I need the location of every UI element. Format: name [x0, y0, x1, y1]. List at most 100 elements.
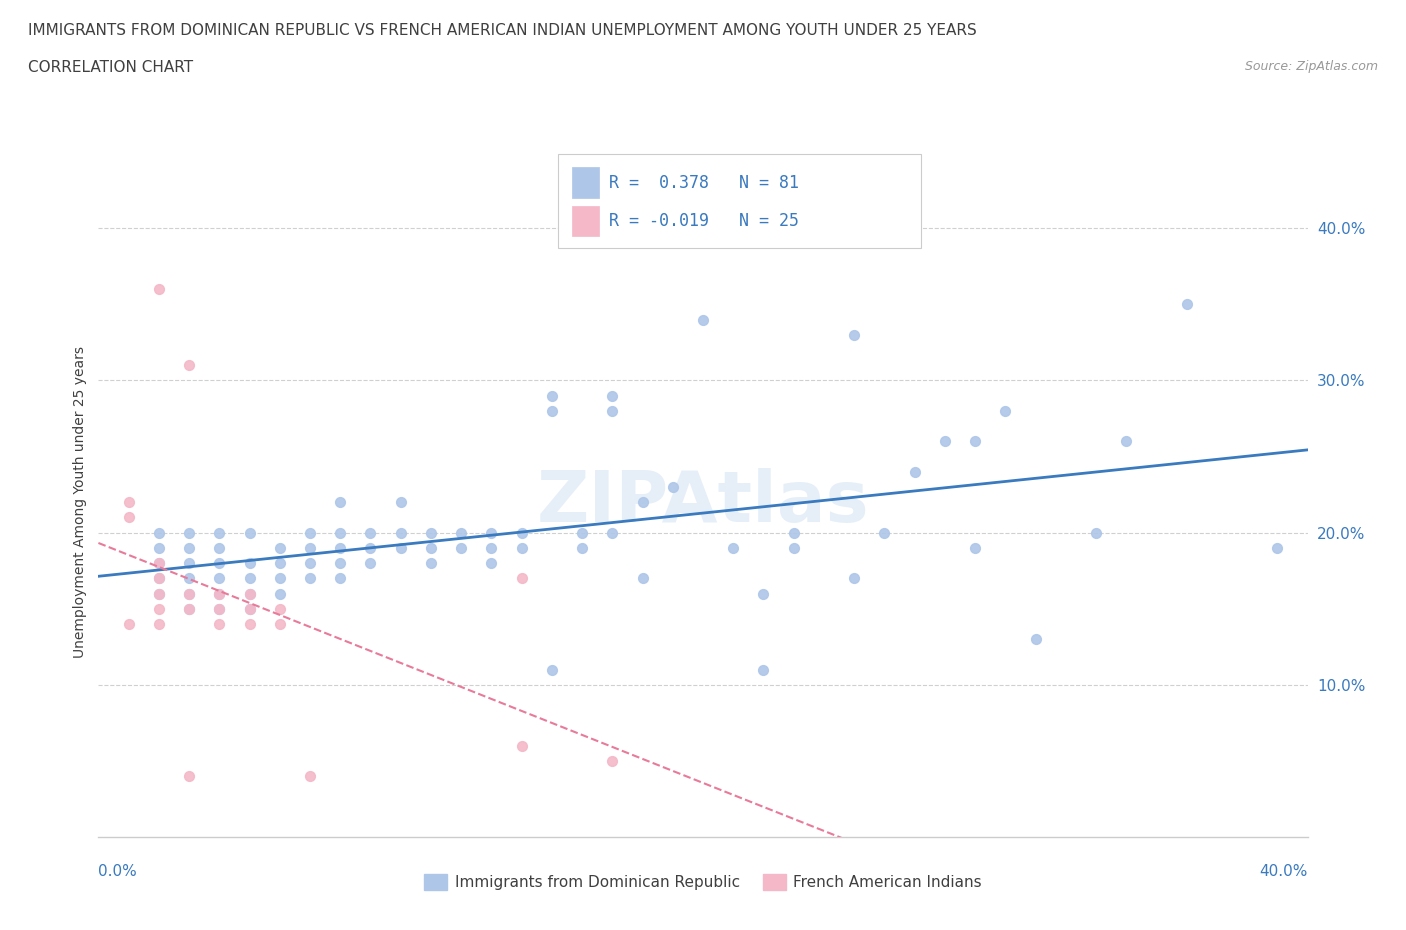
- Point: [481, 525, 503, 540]
- FancyBboxPatch shape: [558, 154, 921, 247]
- Point: [360, 555, 382, 570]
- Point: [540, 388, 562, 403]
- Point: [148, 586, 170, 601]
- Point: [481, 540, 503, 555]
- Point: [510, 571, 533, 586]
- Point: [904, 464, 927, 479]
- Point: [420, 540, 443, 555]
- Point: [631, 571, 654, 586]
- Point: [450, 540, 472, 555]
- Text: 0.0%: 0.0%: [98, 864, 138, 879]
- Point: [1267, 540, 1289, 555]
- Text: R = -0.019   N = 25: R = -0.019 N = 25: [609, 212, 799, 230]
- Point: [269, 540, 291, 555]
- Point: [148, 571, 170, 586]
- Point: [510, 525, 533, 540]
- Point: [148, 540, 170, 555]
- Point: [208, 525, 231, 540]
- FancyBboxPatch shape: [572, 206, 599, 235]
- Text: ZIPAtlas: ZIPAtlas: [537, 468, 869, 537]
- Point: [208, 586, 231, 601]
- Point: [299, 555, 322, 570]
- Point: [450, 525, 472, 540]
- Text: Source: ZipAtlas.com: Source: ZipAtlas.com: [1244, 60, 1378, 73]
- Point: [179, 602, 201, 617]
- Point: [360, 540, 382, 555]
- Point: [179, 525, 201, 540]
- Point: [389, 540, 412, 555]
- Point: [329, 495, 352, 510]
- Point: [148, 525, 170, 540]
- Point: [783, 525, 806, 540]
- Point: [329, 540, 352, 555]
- Point: [571, 525, 593, 540]
- Point: [329, 555, 352, 570]
- Point: [965, 434, 987, 449]
- Point: [299, 769, 322, 784]
- Point: [510, 738, 533, 753]
- Point: [208, 617, 231, 631]
- Point: [179, 586, 201, 601]
- Point: [269, 617, 291, 631]
- Point: [752, 662, 775, 677]
- Point: [299, 540, 322, 555]
- Point: [239, 525, 262, 540]
- Point: [1085, 525, 1108, 540]
- Point: [631, 495, 654, 510]
- Point: [661, 480, 683, 495]
- Point: [239, 617, 262, 631]
- Point: [239, 602, 262, 617]
- Point: [148, 617, 170, 631]
- Point: [239, 586, 262, 601]
- Point: [208, 540, 231, 555]
- Point: [299, 571, 322, 586]
- Point: [269, 602, 291, 617]
- Point: [148, 282, 170, 297]
- Point: [269, 586, 291, 601]
- Point: [208, 602, 231, 617]
- Text: IMMIGRANTS FROM DOMINICAN REPUBLIC VS FRENCH AMERICAN INDIAN UNEMPLOYMENT AMONG : IMMIGRANTS FROM DOMINICAN REPUBLIC VS FR…: [28, 23, 977, 38]
- Point: [148, 571, 170, 586]
- Point: [844, 571, 866, 586]
- Point: [208, 571, 231, 586]
- Text: CORRELATION CHART: CORRELATION CHART: [28, 60, 193, 75]
- Point: [389, 495, 412, 510]
- Point: [208, 555, 231, 570]
- Point: [269, 571, 291, 586]
- Point: [692, 312, 714, 327]
- Point: [540, 404, 562, 418]
- Point: [208, 602, 231, 617]
- Point: [752, 586, 775, 601]
- Point: [360, 525, 382, 540]
- Point: [420, 525, 443, 540]
- Point: [510, 540, 533, 555]
- Point: [239, 571, 262, 586]
- Point: [994, 404, 1017, 418]
- Point: [239, 555, 262, 570]
- Point: [179, 571, 201, 586]
- Y-axis label: Unemployment Among Youth under 25 years: Unemployment Among Youth under 25 years: [73, 346, 87, 658]
- Point: [179, 602, 201, 617]
- Point: [481, 555, 503, 570]
- Point: [179, 358, 201, 373]
- Point: [329, 571, 352, 586]
- Point: [873, 525, 896, 540]
- Point: [118, 510, 141, 525]
- Point: [602, 388, 624, 403]
- Text: R =  0.378   N = 81: R = 0.378 N = 81: [609, 174, 799, 192]
- Point: [844, 327, 866, 342]
- Point: [540, 662, 562, 677]
- Point: [118, 495, 141, 510]
- Point: [965, 540, 987, 555]
- Point: [148, 586, 170, 601]
- Point: [148, 555, 170, 570]
- Point: [269, 555, 291, 570]
- FancyBboxPatch shape: [572, 167, 599, 197]
- Point: [239, 602, 262, 617]
- Point: [239, 586, 262, 601]
- Point: [602, 525, 624, 540]
- Point: [1024, 631, 1046, 646]
- Point: [329, 525, 352, 540]
- Text: 40.0%: 40.0%: [1260, 864, 1308, 879]
- Point: [602, 753, 624, 768]
